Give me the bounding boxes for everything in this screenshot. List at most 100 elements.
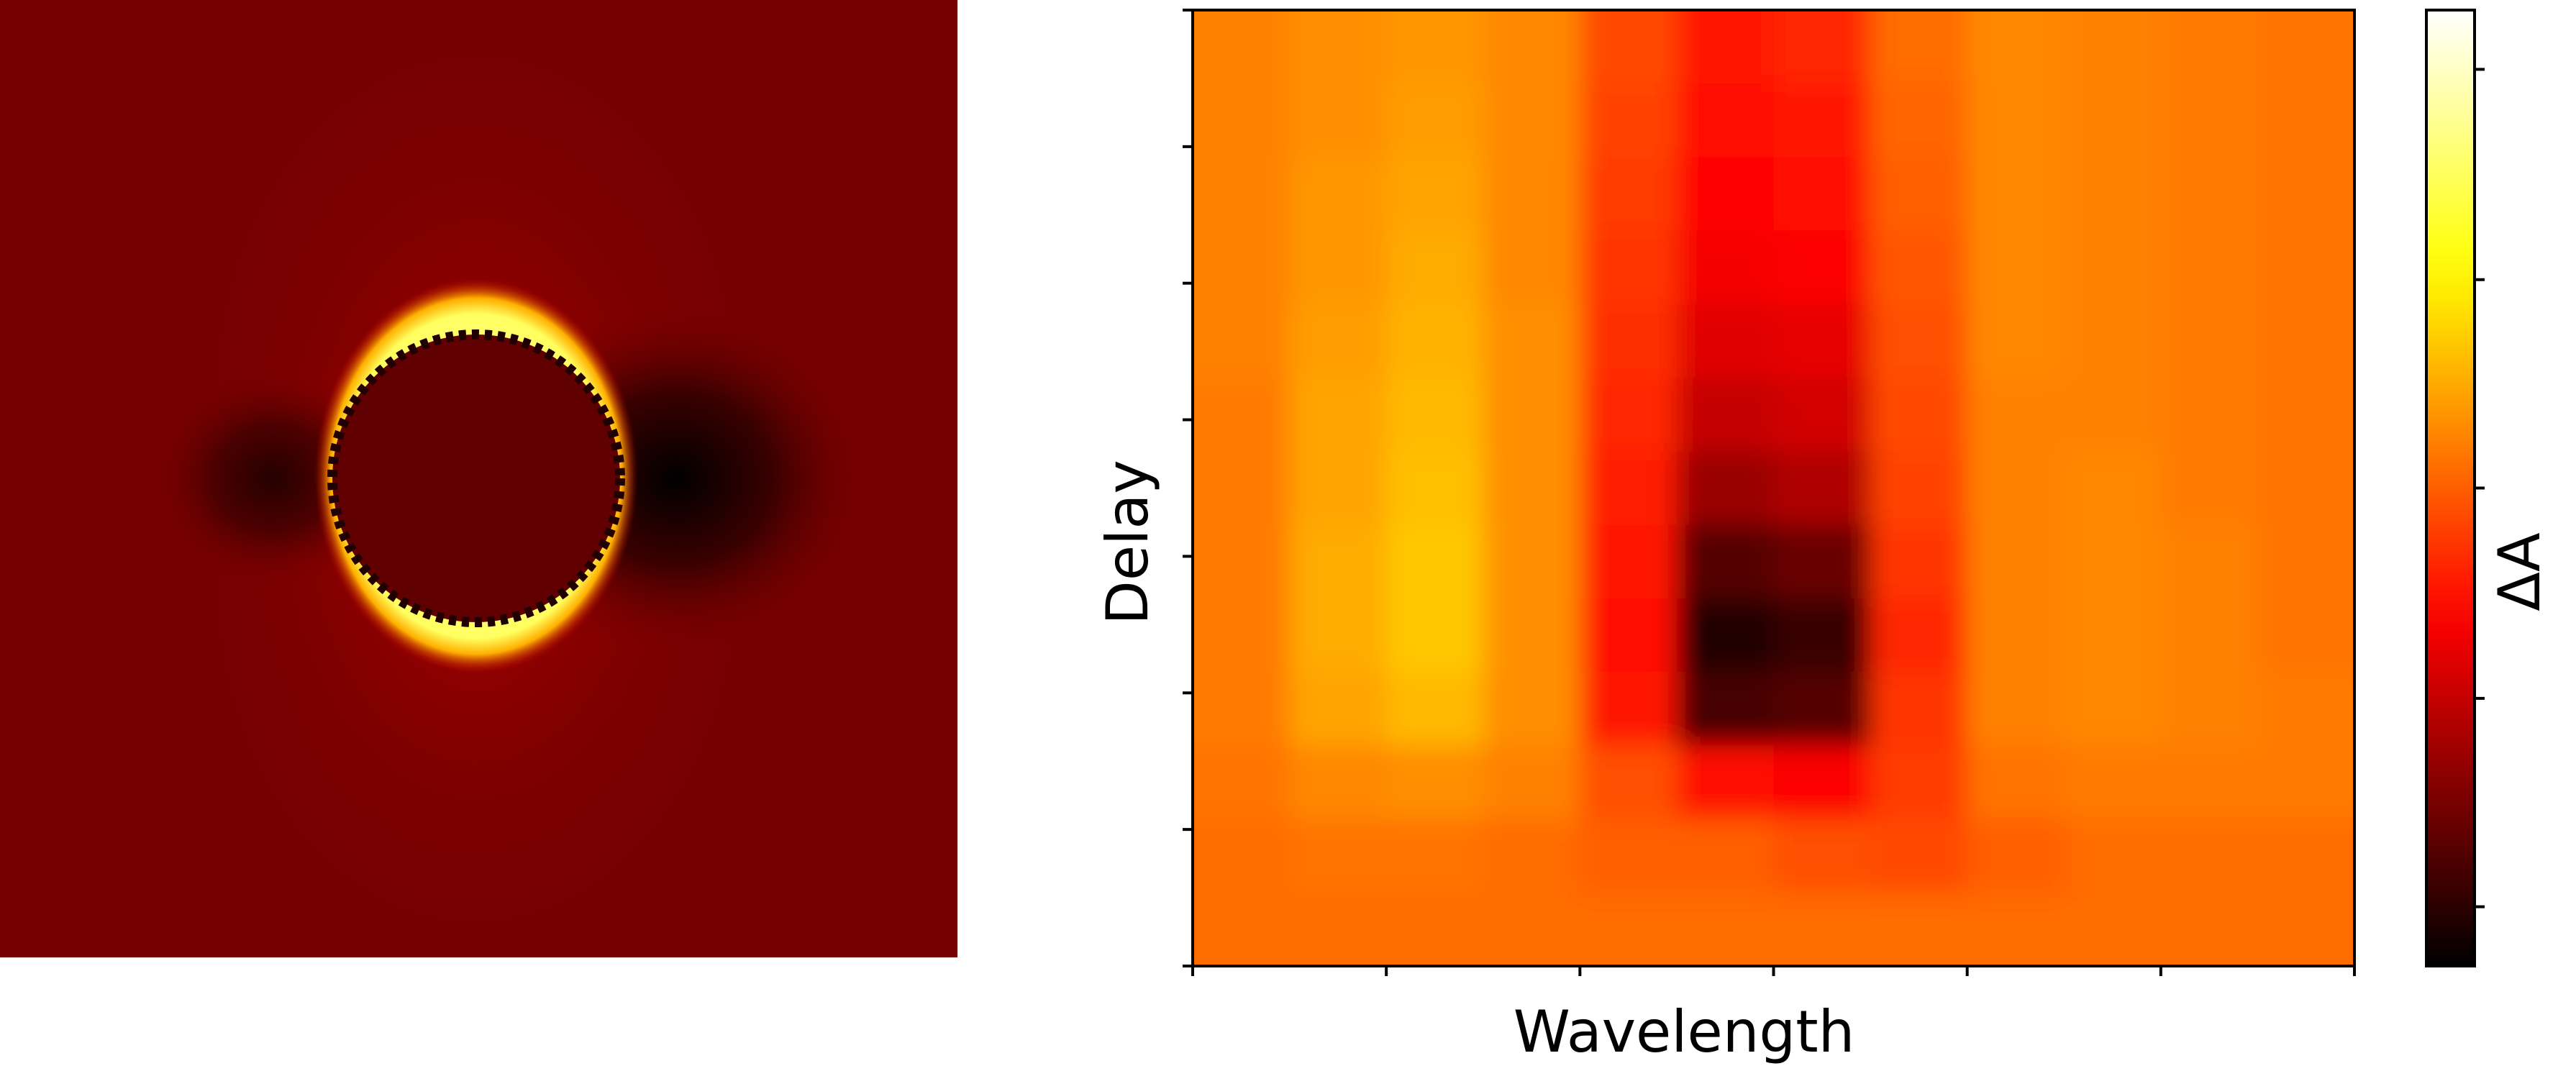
heatmap-cell (1773, 83, 1872, 158)
heatmap-cell (1870, 157, 1968, 232)
heatmap-cell (1483, 83, 1581, 158)
heatmap-cell (2064, 892, 2162, 966)
heatmap-cell (1870, 819, 1968, 893)
heatmap-cell (1676, 304, 1775, 379)
colorbar-label: ΔA (2486, 532, 2553, 611)
heatmap (1193, 10, 2354, 966)
heatmap-cell (2064, 83, 2162, 158)
heatmap-cell (1967, 672, 2065, 747)
heatmap-cell (1773, 10, 1872, 85)
heatmap-cell (1870, 378, 1968, 452)
heatmap-cell (1289, 892, 1388, 966)
heatmap-cell (1289, 157, 1388, 232)
heatmap-cell (1483, 451, 1581, 526)
heatmap-cells (1193, 10, 2354, 966)
heatmap-cell (1483, 672, 1581, 747)
heatmap-cell (1193, 672, 1291, 747)
field-image (0, 0, 957, 957)
heatmap-cell (2257, 524, 2354, 599)
heatmap-cell (1967, 10, 2065, 85)
heatmap-cell (1580, 819, 1678, 893)
heatmap-cell (2160, 10, 2259, 85)
heatmap-cell (1676, 892, 1775, 966)
heatmap-cell (1870, 451, 1968, 526)
heatmap-cell (1386, 378, 1484, 452)
heatmap-cell (1386, 230, 1484, 305)
heatmap-cell (1386, 745, 1484, 820)
heatmap-cell (1193, 598, 1291, 673)
heatmap-cell (1289, 451, 1388, 526)
heatmap-cell (1386, 524, 1484, 599)
heatmap-cell (2160, 745, 2259, 820)
heatmap-cell (1870, 524, 1968, 599)
heatmap-cell (1483, 892, 1581, 966)
heatmap-cell (1773, 745, 1872, 820)
colorbar (2425, 9, 2476, 967)
heatmap-cell (2064, 745, 2162, 820)
heatmap-cell (1193, 451, 1291, 526)
heatmap-cell (1676, 157, 1775, 232)
heatmap-cell (1870, 672, 1968, 747)
heatmap-cell (1580, 598, 1678, 673)
heatmap-cell (2257, 378, 2354, 452)
heatmap-cell (2160, 83, 2259, 158)
heatmap-cell (1483, 230, 1581, 305)
heatmap-cell (1967, 304, 2065, 379)
heatmap-cell (1967, 524, 2065, 599)
heatmap-cell (1967, 230, 2065, 305)
heatmap-cell (1773, 892, 1872, 966)
heatmap-cell (1676, 10, 1775, 85)
heatmap-cell (2160, 819, 2259, 893)
heatmap-cell (2064, 304, 2162, 379)
heatmap-cell (1773, 157, 1872, 232)
heatmap-cell (2160, 157, 2259, 232)
heatmap-cell (1580, 524, 1678, 599)
heatmap-cell (1483, 598, 1581, 673)
heatmap-cell (1870, 745, 1968, 820)
heatmap-cell (1773, 819, 1872, 893)
heatmap-cell (1967, 157, 2065, 232)
heatmap-cell (1773, 451, 1872, 526)
heatmap-cell (1483, 304, 1581, 379)
heatmap-cell (1193, 230, 1291, 305)
heatmap-cell (1386, 819, 1484, 893)
heatmap-cell (2160, 892, 2259, 966)
heatmap-cell (1483, 745, 1581, 820)
heatmap-cell (1967, 378, 2065, 452)
heatmap-cell (1870, 83, 1968, 158)
heatmap-cell (1193, 745, 1291, 820)
heatmap-cell (1773, 524, 1872, 599)
heatmap-cell (1580, 378, 1678, 452)
heatmap-cell (1289, 378, 1388, 452)
heatmap-cell (2160, 598, 2259, 673)
heatmap-cell (1870, 598, 1968, 673)
heatmap-cell (1483, 378, 1581, 452)
heatmap-cell (1289, 598, 1388, 673)
heatmap-cell (2257, 157, 2354, 232)
heatmap-cell (1193, 524, 1291, 599)
heatmap-cell (2257, 819, 2354, 893)
heatmap-cell (2257, 745, 2354, 820)
heatmap-cell (1580, 745, 1678, 820)
heatmap-cell (1289, 230, 1388, 305)
heatmap-cell (1289, 745, 1388, 820)
heatmap-cell (1483, 10, 1581, 85)
heatmap-cell (1193, 378, 1291, 452)
heatmap-cell (1386, 892, 1484, 966)
heatmap-cell (2064, 524, 2162, 599)
heatmap-cell (1386, 672, 1484, 747)
heatmap-cell (1193, 304, 1291, 379)
heatmap-cell (1967, 819, 2065, 893)
heatmap-cell (1193, 10, 1291, 85)
heatmap-cell (2257, 230, 2354, 305)
heatmap-cell (1289, 83, 1388, 158)
heatmap-cell (1773, 598, 1872, 673)
heatmap-cell (2257, 672, 2354, 747)
heatmap-cell (1483, 524, 1581, 599)
heatmap-cell (1386, 83, 1484, 158)
heatmap-cell (2160, 230, 2259, 305)
heatmap-cell (1289, 524, 1388, 599)
heatmap-cell (1386, 10, 1484, 85)
heatmap-cell (1289, 819, 1388, 893)
